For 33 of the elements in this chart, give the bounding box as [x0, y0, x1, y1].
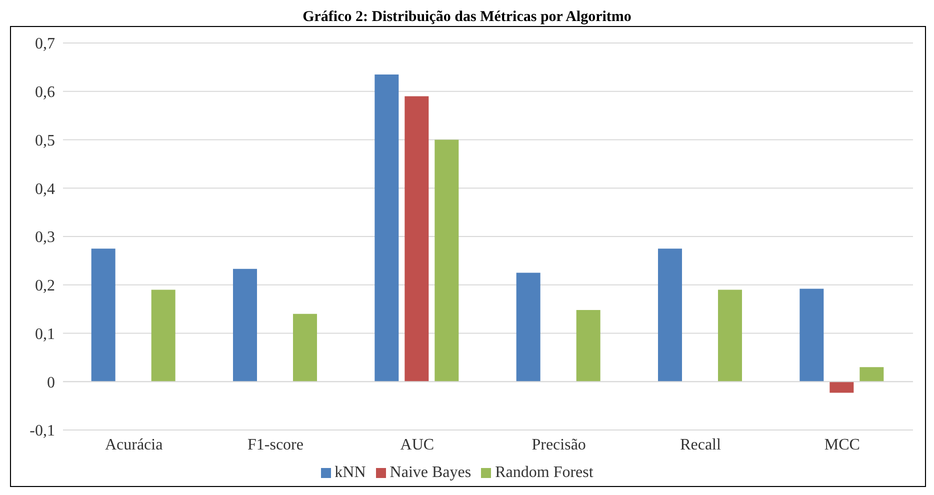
bar: [151, 290, 176, 382]
bar: [91, 248, 116, 382]
y-tick-label: -0,1: [30, 422, 55, 440]
y-tick-label: 0,3: [35, 229, 55, 246]
y-tick-label: 0,4: [35, 180, 55, 198]
y-tick-label: 0,2: [35, 278, 55, 295]
y-tick-label: 0,7: [35, 36, 55, 53]
y-tick-label: 0,1: [35, 326, 55, 343]
legend-label: Random Forest: [495, 464, 594, 481]
y-tick-label: 0,5: [35, 132, 55, 150]
bar: [233, 268, 257, 382]
bar: [658, 248, 682, 382]
bar: [800, 288, 824, 382]
legend-label: Naive Bayes: [390, 464, 472, 481]
bar: [404, 96, 429, 382]
bar: [374, 74, 399, 382]
bar: [860, 367, 884, 382]
bar: [293, 314, 317, 382]
bar: [434, 140, 459, 382]
y-tick-label: 0: [47, 374, 55, 392]
bar: [718, 290, 742, 382]
chart-title: Gráfico 2: Distribuição das Métricas por Algoritmo: [302, 8, 632, 26]
x-tick-label: MCC: [824, 436, 860, 454]
x-tick-label: F1-score: [248, 436, 304, 454]
x-tick-label: Acurácia: [104, 436, 163, 454]
x-tick-label: Recall: [680, 436, 722, 454]
legend-label: kNN: [334, 464, 366, 481]
x-tick-label: Precisão: [532, 436, 586, 454]
bar: [576, 310, 600, 382]
x-tick-label: AUC: [400, 436, 434, 454]
bar: [516, 272, 540, 382]
y-tick-label: 0,6: [35, 84, 55, 102]
bar: [830, 382, 854, 393]
